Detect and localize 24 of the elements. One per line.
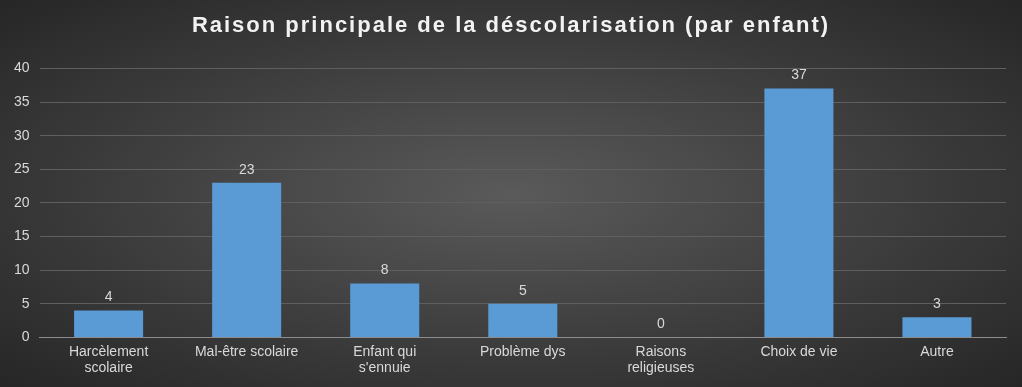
data-label: 5: [518, 281, 527, 298]
y-tick-label: 20: [13, 193, 30, 210]
y-tick-label: 40: [13, 59, 30, 76]
data-label: 37: [791, 66, 807, 83]
y-tick-label: 5: [21, 294, 30, 311]
y-tick-label: 30: [13, 126, 30, 143]
x-tick-label: Problème dys: [479, 342, 566, 359]
x-tick-label: Autre: [920, 342, 954, 359]
x-tick-label: Raisons religieuses: [627, 342, 695, 376]
chart-title: Raison principale de la déscolarisation (par enfant): [190, 12, 832, 38]
data-label: 8: [380, 261, 389, 278]
data-label: 23: [238, 160, 255, 177]
y-tick-label: 0: [21, 328, 30, 345]
x-tick-label: Mal-être scolaire: [194, 342, 299, 359]
data-label: 3: [933, 295, 942, 312]
y-tick-label: 10: [13, 261, 30, 278]
data-label: 0: [656, 315, 665, 332]
x-tick-label: Harcèlement scolaire: [68, 342, 149, 376]
y-tick-label: 25: [13, 160, 30, 177]
x-tick-label: Enfant qui s'ennuie: [353, 342, 417, 376]
y-tick-label: 35: [13, 92, 30, 109]
data-label: 4: [104, 288, 113, 305]
y-tick-label: 15: [13, 227, 30, 244]
x-tick-label: Choix de vie: [760, 342, 838, 359]
